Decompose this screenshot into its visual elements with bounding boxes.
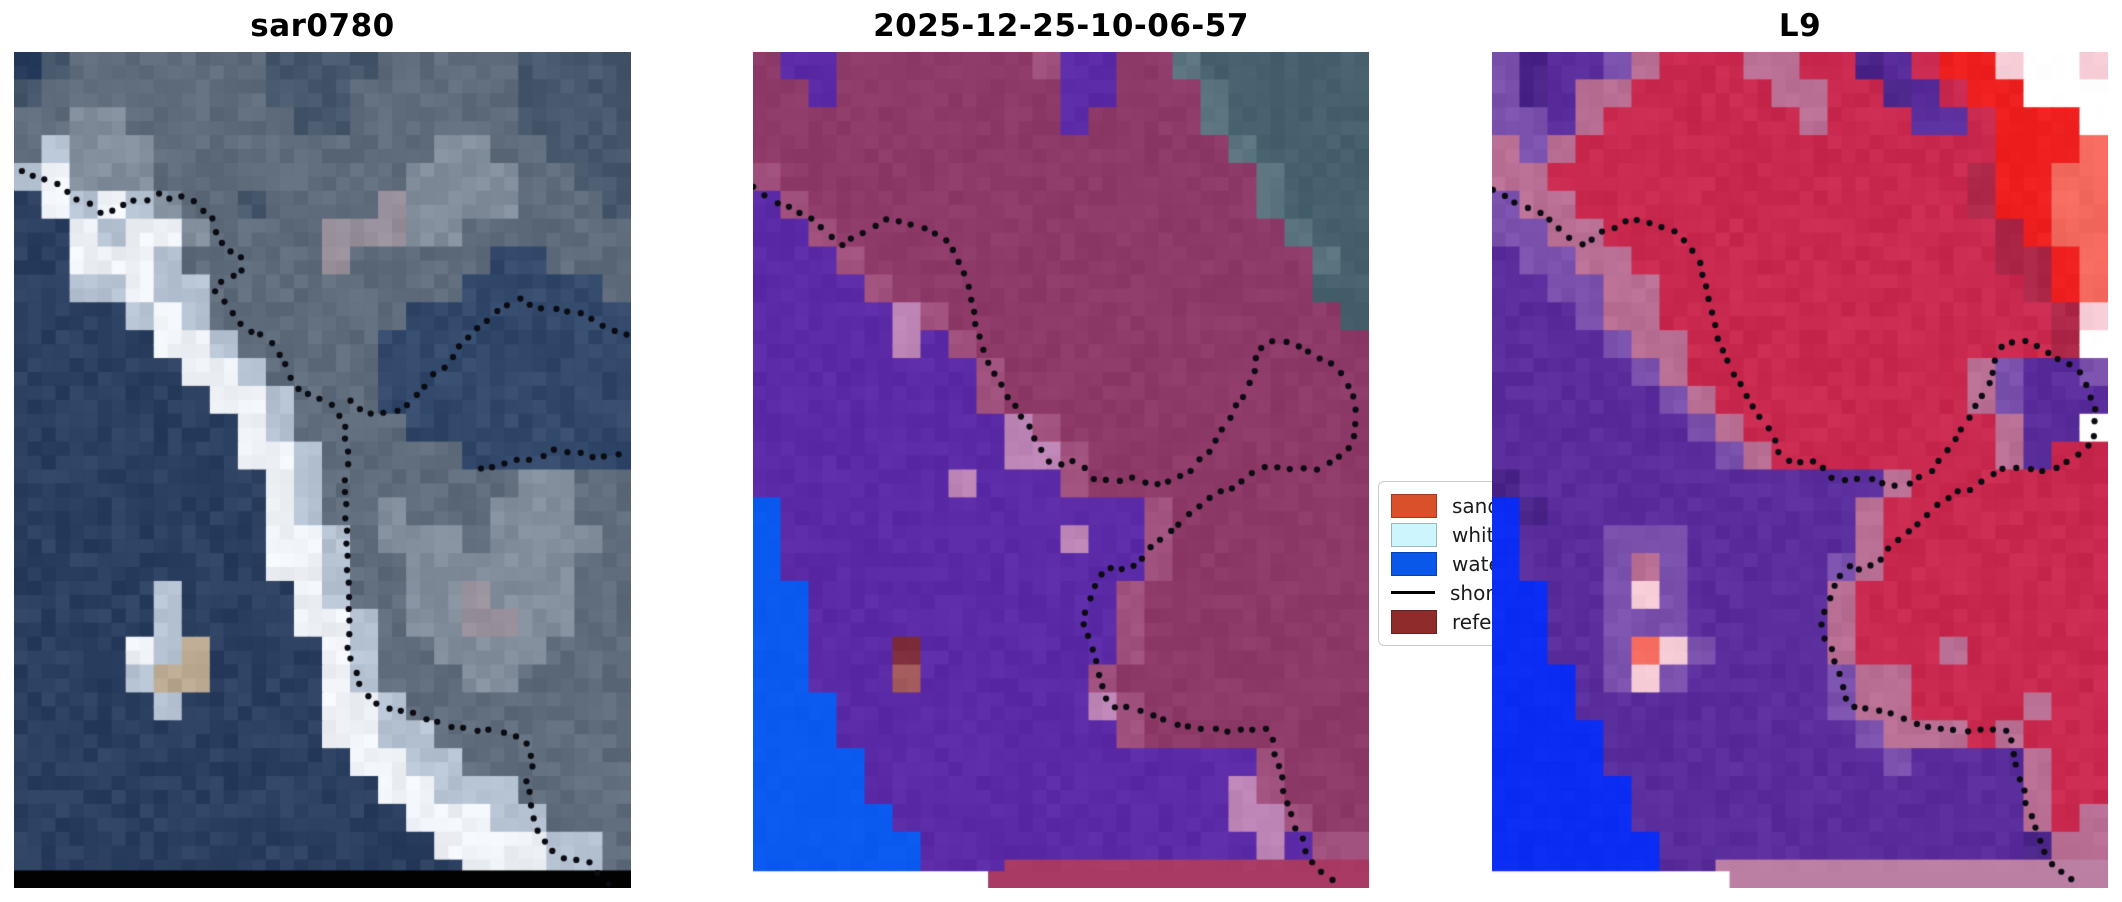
l9-image-canvas [1492, 52, 2108, 888]
legend-item-shoreline: shor [1391, 578, 1595, 607]
legend-label-reference: refer [1452, 609, 1500, 634]
panel-title-sar: sar0780 [250, 8, 395, 44]
reference-shoreline-swatch [1391, 609, 1437, 634]
legend-label-whitewater: whit [1452, 522, 1495, 547]
sar-image-canvas [14, 52, 631, 888]
legend-label-shoreline: shor [1450, 580, 1494, 605]
sand-swatch [1391, 493, 1437, 518]
panel-title-l9: L9 [1778, 8, 1822, 44]
water-swatch [1391, 551, 1437, 576]
legend-item-whitewater: whit [1391, 520, 1595, 549]
legend-item-reference: refer [1391, 607, 1595, 636]
shoreline-line-swatch [1391, 591, 1435, 594]
panel-title-classified-date: 2025-12-25-10-06-57 [873, 8, 1249, 44]
whitewater-swatch [1391, 522, 1437, 547]
classified-image-canvas [753, 52, 1369, 888]
